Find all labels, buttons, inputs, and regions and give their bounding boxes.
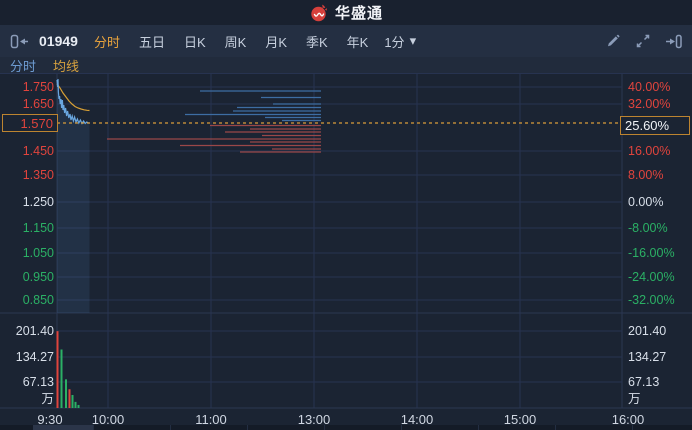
app-header: 华盛通: [0, 0, 692, 25]
percent-axis-label: -8.00%: [628, 221, 668, 235]
percent-axis-label: 0.00%: [628, 195, 664, 209]
tab-日K[interactable]: 日K: [183, 34, 206, 50]
interval-value: 1分: [384, 34, 405, 50]
price-axis-label: 1.050: [22, 246, 54, 260]
volume-axis-label-left: 67.13: [22, 375, 54, 389]
volume-axis-label-right: 67.13: [628, 375, 660, 389]
scrollbar-divider: [555, 425, 556, 430]
dock-right-icon[interactable]: [665, 34, 682, 49]
price-axis-label: 1.650: [22, 97, 54, 111]
chevron-down-icon: ▾: [409, 33, 417, 48]
price-axis-label: 1.250: [22, 195, 54, 209]
percent-axis-label: 32.00%: [628, 97, 671, 111]
scrollbar-divider: [478, 425, 479, 430]
tab-年K[interactable]: 年K: [346, 34, 369, 50]
legend-item-分时[interactable]: 分时: [10, 58, 37, 74]
percent-axis-label: -24.00%: [628, 270, 675, 284]
price-axis-label: 0.850: [22, 293, 54, 307]
scrollbar-divider: [93, 425, 94, 430]
price-axis-label: 1.750: [22, 80, 54, 94]
price-axis-label: 0.950: [22, 270, 54, 284]
collapse-left-icon[interactable]: [10, 34, 29, 49]
tab-月K[interactable]: 月K: [265, 34, 287, 50]
interval-dropdown[interactable]: 1分 ▾: [384, 32, 416, 51]
legend-item-均线[interactable]: 均线: [53, 58, 80, 74]
volume-axis-label-left: 201.40: [15, 324, 54, 338]
current-price-badge: 1.570: [2, 114, 58, 132]
tab-季K[interactable]: 季K: [305, 34, 328, 50]
huasheng-logo-icon: [311, 4, 327, 21]
series-legend: 分时 均线: [0, 57, 692, 74]
volume-axis-label-left: 134.27: [15, 350, 54, 364]
tab-bar: 分时 五日 日K 周K 月K 季K 年K: [94, 32, 368, 51]
price-axis-label: 1.150: [22, 221, 54, 235]
tab-五日[interactable]: 五日: [138, 34, 165, 50]
current-change-badge: 25.60%: [620, 116, 690, 135]
fullscreen-expand-icon[interactable]: [635, 33, 651, 49]
brand-title: 华盛通: [334, 5, 383, 22]
tab-周K[interactable]: 周K: [224, 34, 247, 50]
scrollbar-divider: [170, 425, 171, 430]
scrollbar-thumb[interactable]: [33, 425, 93, 430]
volume-axis-label-right: 134.27: [628, 350, 667, 364]
percent-axis-label: 16.00%: [628, 144, 671, 158]
volume-axis-label-right: 201.40: [628, 324, 667, 338]
percent-axis-label: -32.00%: [628, 293, 675, 307]
scrollbar-divider: [324, 425, 325, 430]
price-axis-label: 1.350: [22, 168, 54, 182]
volume-axis-label-left: 万: [41, 392, 54, 406]
toolbar-actions: [605, 33, 682, 49]
scrollbar-divider: [632, 425, 633, 430]
tab-分时[interactable]: 分时: [93, 34, 120, 50]
bottom-scrollbar[interactable]: [0, 425, 692, 430]
scrollbar-divider: [247, 425, 248, 430]
scrollbar-divider: [401, 425, 402, 430]
volume-axis-label-right: 万: [628, 392, 641, 406]
edit-pencil-icon[interactable]: [605, 33, 621, 49]
percent-axis-label: -16.00%: [628, 246, 675, 260]
percent-axis-label: 40.00%: [628, 80, 671, 94]
price-axis-label: 1.450: [22, 144, 54, 158]
stock-code: 01949: [39, 33, 78, 49]
percent-axis-label: 8.00%: [628, 168, 664, 182]
chart-toolbar: 01949 分时 五日 日K 周K 月K 季K 年K 1分 ▾: [0, 25, 692, 57]
